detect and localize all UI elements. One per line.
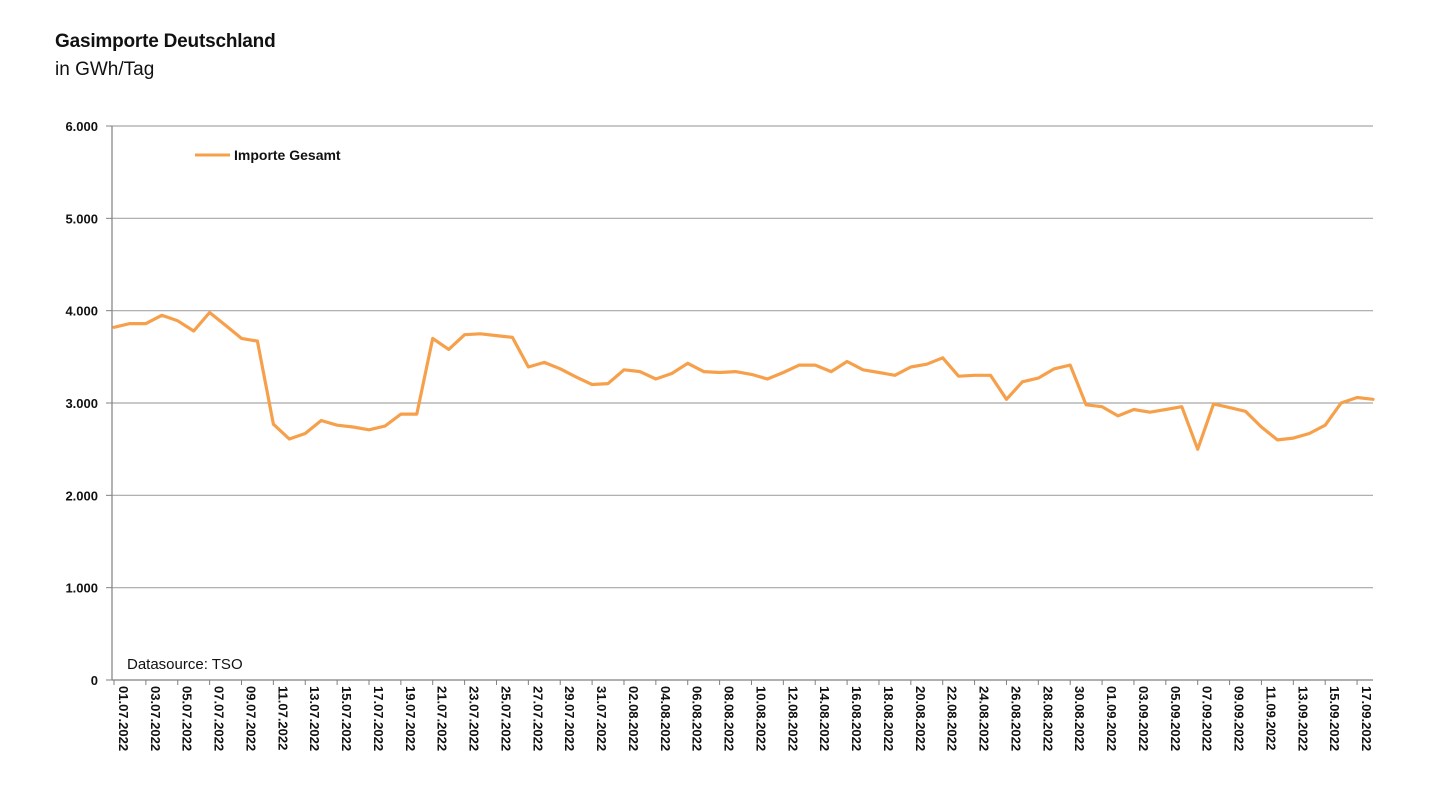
x-tick-label: 11.09.2022 bbox=[1263, 686, 1278, 750]
x-tick-label: 03.07.2022 bbox=[148, 686, 163, 751]
x-tick-label: 14.08.2022 bbox=[817, 686, 832, 751]
x-tick-label: 05.07.2022 bbox=[180, 686, 195, 751]
x-tick-label: 26.08.2022 bbox=[1008, 686, 1023, 751]
x-tick-label: 15.09.2022 bbox=[1327, 686, 1342, 751]
x-tick-label: 28.08.2022 bbox=[1040, 686, 1055, 751]
x-tick-label: 16.08.2022 bbox=[849, 686, 864, 751]
x-tick-label: 18.08.2022 bbox=[881, 686, 896, 751]
x-tick-label: 02.08.2022 bbox=[626, 686, 641, 751]
chart-title: Gasimporte Deutschland bbox=[55, 31, 276, 52]
x-tick-label: 01.09.2022 bbox=[1104, 686, 1119, 751]
x-tick-label: 15.07.2022 bbox=[339, 686, 354, 751]
x-tick-label: 05.09.2022 bbox=[1168, 686, 1183, 751]
x-tick-label: 25.07.2022 bbox=[498, 686, 513, 751]
x-tick-label: 31.07.2022 bbox=[594, 686, 609, 751]
y-tick-label: 6.000 bbox=[65, 119, 98, 134]
x-tick-label: 10.08.2022 bbox=[753, 686, 768, 751]
y-tick-label: 2.000 bbox=[65, 488, 98, 503]
x-tick-label: 09.09.2022 bbox=[1232, 686, 1247, 751]
x-tick-label: 24.08.2022 bbox=[977, 686, 992, 751]
x-tick-label: 07.09.2022 bbox=[1200, 686, 1215, 751]
x-tick-label: 11.07.2022 bbox=[275, 686, 290, 750]
x-tick-label: 21.07.2022 bbox=[435, 686, 450, 751]
x-tick-label: 23.07.2022 bbox=[467, 686, 482, 751]
y-axis: 0 1.000 2.000 3.000 4.000 5.000 6.000 bbox=[65, 119, 113, 688]
y-tick-label: 5.000 bbox=[65, 211, 98, 226]
x-tick-label: 12.08.2022 bbox=[785, 686, 800, 751]
y-tick-label: 4.000 bbox=[65, 304, 98, 319]
x-axis: 01.07.2022 03.07.2022 05.07.2022 07.07.2022… bbox=[112, 679, 1374, 751]
x-tick-label: 17.09.2022 bbox=[1359, 686, 1374, 751]
x-tick-label: 19.07.2022 bbox=[403, 686, 418, 751]
x-tick-label: 03.09.2022 bbox=[1136, 686, 1151, 751]
series-lines bbox=[112, 310, 1375, 451]
y-tick-label: 0 bbox=[91, 673, 98, 688]
legend-label: Importe Gesamt bbox=[234, 147, 341, 163]
y-tick-label: 3.000 bbox=[65, 396, 98, 411]
x-tick-label: 01.07.2022 bbox=[116, 686, 131, 751]
x-tick-label: 27.07.2022 bbox=[530, 686, 545, 751]
series-line-importe-gesamt bbox=[112, 310, 1375, 451]
x-tick-label: 29.07.2022 bbox=[562, 686, 577, 751]
x-tick-label: 13.07.2022 bbox=[307, 686, 322, 751]
x-tick-label: 09.07.2022 bbox=[243, 686, 258, 751]
x-tick-label: 04.08.2022 bbox=[658, 686, 673, 751]
x-tick-label: 17.07.2022 bbox=[371, 686, 386, 751]
x-tick-label: 30.08.2022 bbox=[1072, 686, 1087, 751]
x-tick-label: 08.08.2022 bbox=[722, 686, 737, 751]
source-note: Datasource: TSO bbox=[127, 656, 243, 673]
x-tick-label: 13.09.2022 bbox=[1295, 686, 1310, 751]
x-tick-label: 07.07.2022 bbox=[212, 686, 227, 751]
chart-subtitle: in GWh/Tag bbox=[55, 59, 155, 80]
x-tick-label: 22.08.2022 bbox=[945, 686, 960, 751]
legend: Importe Gesamt bbox=[195, 147, 341, 163]
gridlines bbox=[112, 125, 1373, 589]
x-tick-label: 06.08.2022 bbox=[690, 686, 705, 751]
y-tick-label: 1.000 bbox=[65, 581, 98, 596]
x-tick-label: 20.08.2022 bbox=[913, 686, 928, 751]
